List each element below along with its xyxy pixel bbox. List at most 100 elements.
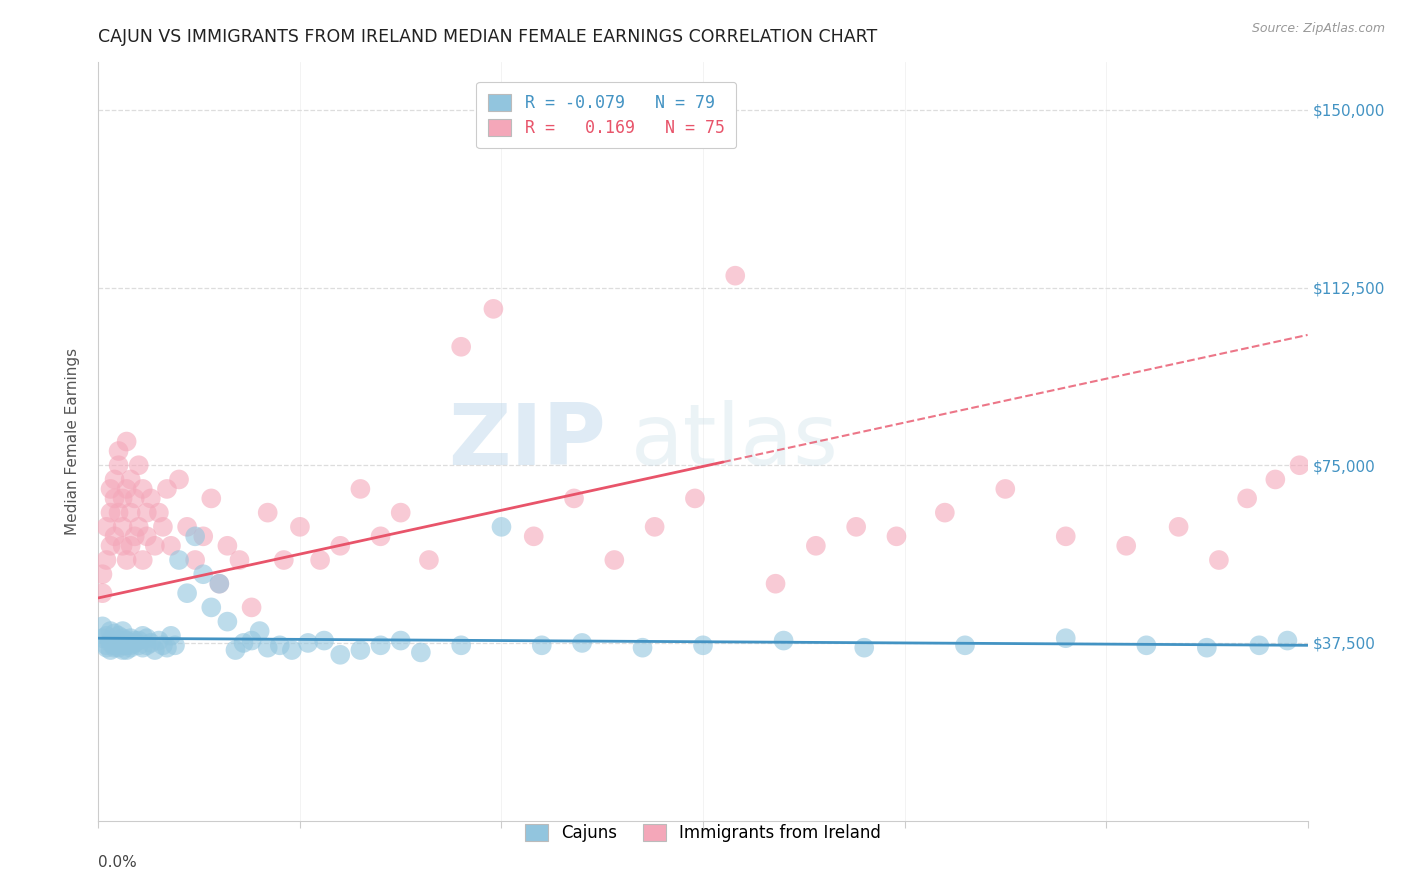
Text: CAJUN VS IMMIGRANTS FROM IRELAND MEDIAN FEMALE EARNINGS CORRELATION CHART: CAJUN VS IMMIGRANTS FROM IRELAND MEDIAN … — [98, 28, 877, 45]
Point — [450, 340, 472, 354]
Point — [765, 576, 787, 591]
Point — [273, 553, 295, 567]
Point — [107, 444, 129, 458]
Point — [232, 636, 254, 650]
Point — [107, 636, 129, 650]
Point — [148, 633, 170, 648]
Point — [240, 633, 263, 648]
Point — [853, 640, 876, 655]
Point — [120, 638, 142, 652]
Point — [152, 520, 174, 534]
Point — [96, 553, 118, 567]
Point — [184, 553, 207, 567]
Point — [124, 633, 146, 648]
Point — [523, 529, 546, 543]
Point — [111, 539, 134, 553]
Point — [482, 301, 505, 316]
Point — [1249, 638, 1271, 652]
Point — [228, 553, 250, 567]
Point — [562, 491, 585, 506]
Point — [91, 619, 114, 633]
Point — [160, 539, 183, 553]
Point — [139, 491, 162, 506]
Point — [1288, 458, 1310, 473]
Point — [139, 636, 162, 650]
Point — [115, 482, 138, 496]
Y-axis label: Median Female Earnings: Median Female Earnings — [65, 348, 80, 535]
Point — [329, 648, 352, 662]
Point — [288, 520, 311, 534]
Point — [111, 520, 134, 534]
Point — [100, 539, 122, 553]
Point — [120, 640, 142, 655]
Point — [100, 624, 122, 639]
Point — [156, 640, 179, 655]
Point — [176, 586, 198, 600]
Point — [208, 576, 231, 591]
Point — [111, 491, 134, 506]
Point — [107, 633, 129, 648]
Point — [135, 506, 157, 520]
Point — [167, 553, 190, 567]
Point — [96, 640, 118, 655]
Point — [111, 638, 134, 652]
Point — [934, 506, 956, 520]
Point — [107, 458, 129, 473]
Point — [103, 626, 125, 640]
Point — [692, 638, 714, 652]
Point — [91, 567, 114, 582]
Point — [418, 553, 440, 567]
Point — [128, 633, 150, 648]
Point — [256, 506, 278, 520]
Point — [349, 482, 371, 496]
Point — [389, 506, 412, 520]
Point — [683, 491, 706, 506]
Point — [160, 629, 183, 643]
Point — [163, 638, 186, 652]
Text: 0.0%: 0.0% — [98, 855, 138, 870]
Point — [193, 529, 215, 543]
Point — [1167, 520, 1189, 534]
Point — [132, 553, 155, 567]
Point — [103, 491, 125, 506]
Point — [115, 638, 138, 652]
Point — [124, 491, 146, 506]
Point — [571, 636, 593, 650]
Point — [132, 629, 155, 643]
Point — [409, 645, 432, 659]
Point — [314, 633, 336, 648]
Point — [249, 624, 271, 639]
Point — [1208, 553, 1230, 567]
Point — [91, 586, 114, 600]
Point — [148, 506, 170, 520]
Point — [135, 638, 157, 652]
Point — [1054, 529, 1077, 543]
Point — [107, 629, 129, 643]
Point — [96, 520, 118, 534]
Text: ZIP: ZIP — [449, 400, 606, 483]
Point — [124, 636, 146, 650]
Point — [370, 529, 392, 543]
Point — [1115, 539, 1137, 553]
Point — [886, 529, 908, 543]
Point — [100, 482, 122, 496]
Point — [103, 638, 125, 652]
Point — [845, 520, 868, 534]
Point — [644, 520, 666, 534]
Point — [208, 576, 231, 591]
Point — [124, 529, 146, 543]
Point — [96, 638, 118, 652]
Point — [128, 638, 150, 652]
Point — [111, 624, 134, 639]
Point — [115, 553, 138, 567]
Point — [111, 643, 134, 657]
Point — [329, 539, 352, 553]
Point — [1135, 638, 1157, 652]
Point — [297, 636, 319, 650]
Point — [309, 553, 332, 567]
Point — [100, 506, 122, 520]
Point — [156, 482, 179, 496]
Point — [200, 491, 222, 506]
Point — [1195, 640, 1218, 655]
Point — [120, 539, 142, 553]
